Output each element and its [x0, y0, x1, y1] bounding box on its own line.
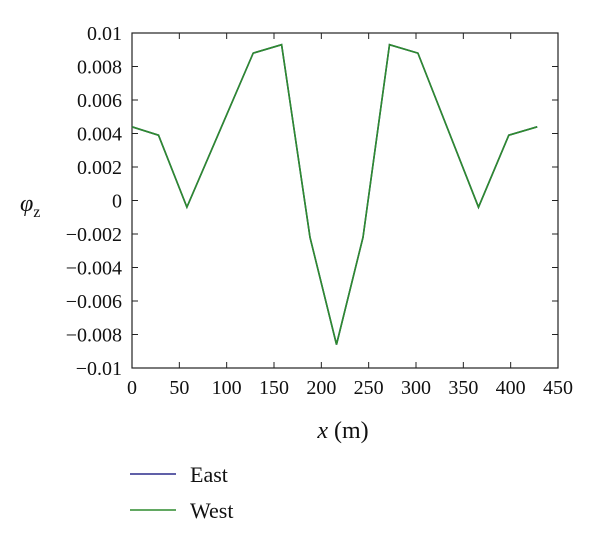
x-tick-label: 300 — [401, 377, 431, 399]
y-axis-ticks: 0.01 0.008 0.006 0.004 0.002 0 −0.002 −0.004 −0.… — [66, 23, 558, 380]
x-tick-label: 150 — [259, 377, 289, 399]
x-tick-label: 250 — [354, 377, 384, 399]
x-tick-label: 350 — [448, 377, 478, 399]
y-tick-label: −0.002 — [66, 224, 122, 246]
legend: East West — [130, 462, 233, 523]
x-tick-label: 100 — [212, 377, 242, 399]
x-tick-label: 50 — [169, 377, 189, 399]
y-tick-label: −0.006 — [66, 291, 122, 313]
series-lines — [131, 43, 538, 345]
x-tick-label: 200 — [306, 377, 336, 399]
y-tick-label: −0.008 — [66, 325, 122, 347]
x-tick-label: 450 — [543, 377, 573, 399]
y-tick-label: −0.004 — [66, 258, 122, 280]
y-tick-label: 0.002 — [77, 157, 122, 179]
y-tick-label: 0.004 — [77, 124, 122, 146]
y-tick-label: 0.008 — [77, 57, 122, 79]
legend-label-east: East — [190, 462, 228, 487]
y-tick-label: 0 — [112, 191, 122, 213]
y-tick-label: 0.01 — [87, 23, 122, 45]
x-tick-label: 400 — [496, 377, 526, 399]
y-axis-symbol: φ — [20, 191, 33, 217]
legend-label-west: West — [190, 498, 233, 523]
y-tick-label: 0.006 — [77, 90, 122, 112]
plot-frame — [131, 32, 559, 369]
y-tick-label: −0.01 — [76, 358, 122, 380]
x-axis-symbol: x — [316, 418, 328, 444]
y-axis-subscript: z — [33, 204, 40, 221]
x-tick-label: 0 — [127, 377, 137, 399]
y-axis-title: φz — [20, 191, 40, 221]
x-axis-title: x (m) — [316, 418, 368, 444]
x-axis-ticks: 0 50 100 150 200 250 300 350 400 450 — [127, 33, 573, 399]
series-line-west — [131, 43, 538, 345]
x-axis-unit: (m) — [334, 418, 369, 444]
